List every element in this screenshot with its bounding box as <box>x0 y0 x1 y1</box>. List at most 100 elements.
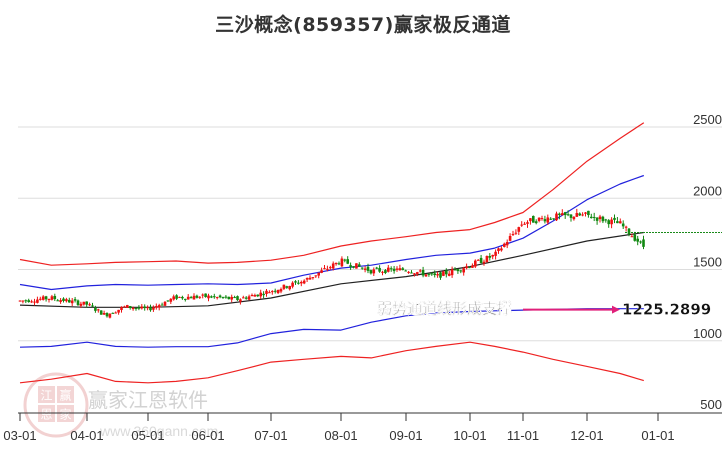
candle <box>500 246 503 252</box>
candle <box>314 275 318 278</box>
annotation-text: 弱势通道线形成支撑 <box>377 300 512 318</box>
candle <box>236 295 239 301</box>
candle <box>407 270 410 274</box>
candle <box>413 272 416 277</box>
candle <box>123 305 126 308</box>
candle <box>447 270 451 277</box>
candle <box>555 211 558 222</box>
candle <box>27 298 30 303</box>
candle <box>204 293 207 298</box>
candle <box>250 293 254 297</box>
candle <box>181 295 184 300</box>
candle <box>215 296 219 300</box>
lower-inner-channel-line <box>19 308 644 348</box>
upper-outer-channel-line <box>19 122 645 266</box>
candle <box>323 264 326 270</box>
candle <box>642 235 645 250</box>
candle <box>273 288 277 294</box>
candle <box>474 259 477 269</box>
candle <box>476 259 480 261</box>
candle <box>268 290 271 294</box>
candle <box>146 305 149 311</box>
x-tick-label: 09-01 <box>389 428 422 443</box>
candle <box>569 214 573 222</box>
candle <box>114 311 117 314</box>
x-tick-label: 05-01 <box>131 428 164 443</box>
candle <box>378 265 381 273</box>
candle <box>169 298 173 304</box>
x-tick-label: 08-01 <box>324 428 357 443</box>
candle <box>462 266 465 276</box>
annotation: 弱势通道线形成支撑 1225.2899 <box>377 299 712 318</box>
candle <box>279 287 283 294</box>
candle <box>62 297 65 303</box>
candle <box>265 289 268 297</box>
candle <box>178 296 181 298</box>
candle <box>532 215 535 223</box>
candle <box>592 212 596 222</box>
svg-text:恩: 恩 <box>40 408 52 422</box>
candle <box>329 265 332 271</box>
x-tick-label: 06-01 <box>191 428 224 443</box>
candle <box>430 272 434 276</box>
candle <box>259 289 262 300</box>
candle <box>21 300 25 304</box>
candle <box>94 305 97 313</box>
candle <box>56 298 59 302</box>
candle <box>317 272 320 279</box>
candle <box>242 295 245 299</box>
candle <box>73 296 77 303</box>
candle <box>192 293 196 300</box>
svg-text:江: 江 <box>40 389 52 403</box>
candle <box>91 302 94 308</box>
candle <box>453 267 457 271</box>
candle <box>149 304 152 312</box>
candle <box>427 273 431 277</box>
candle <box>24 299 28 304</box>
x-tick-label: 03-01 <box>3 428 36 443</box>
candle <box>70 298 74 307</box>
candle <box>401 267 405 271</box>
candle <box>459 269 463 274</box>
candle <box>366 263 370 274</box>
candle <box>302 279 306 285</box>
candle <box>552 218 555 221</box>
candle <box>41 295 45 301</box>
candle <box>381 270 384 276</box>
candle <box>558 212 561 220</box>
candle <box>584 212 587 217</box>
candle <box>247 294 251 301</box>
candle <box>68 297 71 303</box>
candle <box>340 256 344 268</box>
candle <box>288 285 291 291</box>
candle <box>471 263 474 268</box>
candle <box>352 266 355 269</box>
candle <box>575 208 579 217</box>
y-tick-label: 1000 <box>693 326 722 341</box>
candle <box>549 217 552 220</box>
candle <box>436 271 439 278</box>
x-tick-label: 11-01 <box>507 428 539 443</box>
candle <box>305 277 309 283</box>
candle <box>282 284 286 291</box>
candle <box>601 215 605 224</box>
candle <box>213 293 216 299</box>
x-axis: 03-01 04-01 05-01 06-01 07-01 08-01 09-01 10-01… <box>3 412 722 443</box>
candle <box>53 293 57 302</box>
candle <box>59 298 62 304</box>
candle <box>410 270 413 274</box>
candle <box>598 214 602 223</box>
candle <box>308 275 312 280</box>
x-tick-label: 04-01 <box>70 428 103 443</box>
candle <box>424 274 428 277</box>
candle <box>514 229 518 235</box>
candle <box>218 294 222 299</box>
x-tick-label: 10-01 <box>453 428 486 443</box>
candle <box>398 264 402 271</box>
y-tick-label: 2000 <box>693 183 722 198</box>
candle <box>224 295 228 299</box>
candle <box>262 291 265 299</box>
candle <box>157 303 161 311</box>
y-tick-label: 2500 <box>693 112 722 127</box>
candle <box>450 266 454 278</box>
